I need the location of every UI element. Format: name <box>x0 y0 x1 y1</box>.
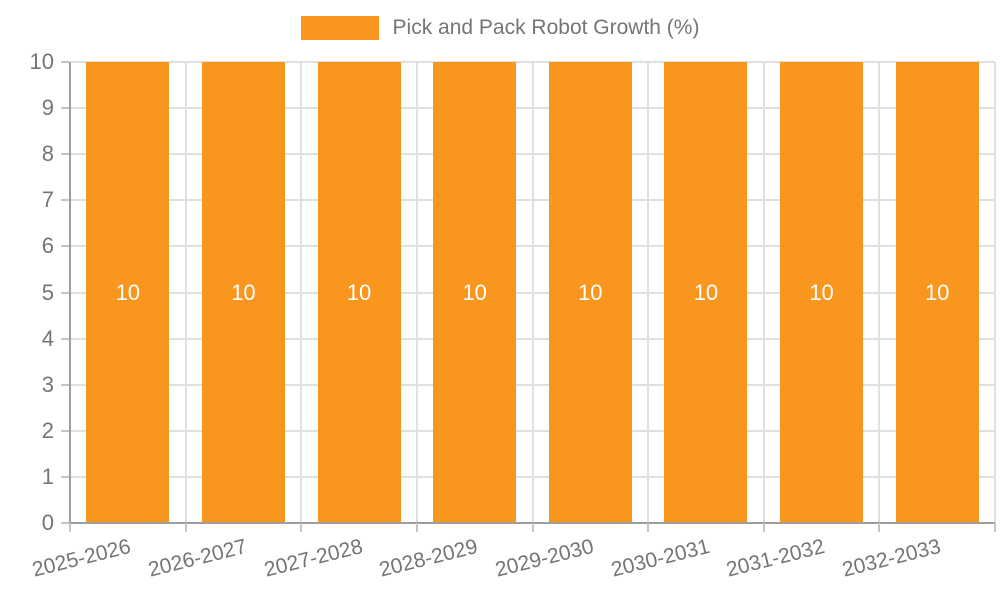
legend-label: Pick and Pack Robot Growth (%) <box>392 16 700 39</box>
gridline-vertical <box>184 62 187 523</box>
plot-area: 0 1 2 3 4 5 6 7 8 9 10 10 10 10 10 10 10 10 10 2025-2026 202… <box>30 49 996 582</box>
gridline-vertical <box>300 62 303 523</box>
x-axis-tick-label: 2028-2029 <box>377 535 481 582</box>
x-axis-tick-label: 2025-2026 <box>30 535 134 582</box>
gridline-vertical <box>531 62 534 523</box>
y-axis-tick <box>61 107 69 110</box>
y-axis-tick-label: 0 <box>41 510 54 535</box>
x-axis-tick <box>300 523 303 532</box>
y-axis-tick <box>61 153 69 156</box>
x-axis-tick <box>647 523 650 532</box>
bar[interactable]: 10 <box>433 62 517 523</box>
x-axis-tick-label: 2030-2031 <box>608 535 712 582</box>
gridline-vertical <box>878 62 881 523</box>
y-axis-tick-label: 3 <box>41 371 54 397</box>
gridline-vertical <box>994 62 996 523</box>
y-axis-tick <box>61 199 69 202</box>
bar-value-label: 10 <box>578 279 603 305</box>
y-axis-tick <box>61 475 69 478</box>
bar[interactable]: 10 <box>86 62 170 523</box>
legend-swatch <box>300 16 379 40</box>
bar-value-label: 10 <box>462 279 487 305</box>
gridline-vertical <box>762 62 765 523</box>
y-axis-tick <box>61 429 69 432</box>
legend[interactable]: Pick and Pack Robot Growth (%) <box>0 16 1000 40</box>
gridline-vertical <box>647 62 650 523</box>
bar[interactable]: 10 <box>548 62 632 523</box>
y-axis-tick <box>61 383 69 386</box>
x-axis-tick <box>69 523 71 532</box>
y-axis-tick <box>61 245 69 248</box>
y-axis-tick-label: 4 <box>41 325 54 351</box>
y-axis-tick-label: 8 <box>41 141 54 167</box>
bar[interactable]: 10 <box>664 62 748 523</box>
bar[interactable]: 10 <box>201 62 285 523</box>
y-axis-tick-label: 10 <box>29 49 54 74</box>
gridline-vertical <box>415 62 418 523</box>
bar-value-label: 10 <box>231 279 256 305</box>
bar-value-label: 10 <box>115 279 141 305</box>
x-axis-tick-label: 2029-2030 <box>492 535 596 582</box>
y-axis-tick-label: 6 <box>41 233 54 259</box>
bar-value-label: 10 <box>924 279 950 305</box>
x-axis-tick <box>994 523 996 532</box>
bar[interactable]: 10 <box>317 62 401 523</box>
bar-value-label: 10 <box>693 279 719 305</box>
x-axis-tick-label: 2026-2027 <box>145 535 250 582</box>
x-axis-tick-label: 2032-2033 <box>839 535 943 582</box>
y-axis-tick-label: 2 <box>41 417 54 443</box>
bar-value-label: 10 <box>809 279 834 305</box>
x-axis-tick-label: 2031-2032 <box>724 535 828 582</box>
x-axis-tick <box>762 523 765 532</box>
y-axis-tick <box>61 522 69 524</box>
x-axis-tick <box>415 523 418 532</box>
x-axis-tick <box>878 523 881 532</box>
y-axis-tick <box>61 61 69 63</box>
y-axis-line <box>69 62 71 523</box>
x-axis-tick <box>531 523 534 532</box>
bar[interactable]: 10 <box>780 62 864 523</box>
y-axis-tick <box>61 337 69 340</box>
y-axis-tick-label: 9 <box>41 95 54 121</box>
y-axis-tick <box>61 291 69 294</box>
y-axis-tick-label: 5 <box>41 279 54 305</box>
bar-value-label: 10 <box>346 279 372 305</box>
x-axis-tick <box>184 523 187 532</box>
y-axis-tick-label: 1 <box>41 463 54 489</box>
y-axis-tick-label: 7 <box>41 187 54 213</box>
x-axis-tick-label: 2027-2028 <box>261 535 365 582</box>
bar[interactable]: 10 <box>895 62 979 523</box>
